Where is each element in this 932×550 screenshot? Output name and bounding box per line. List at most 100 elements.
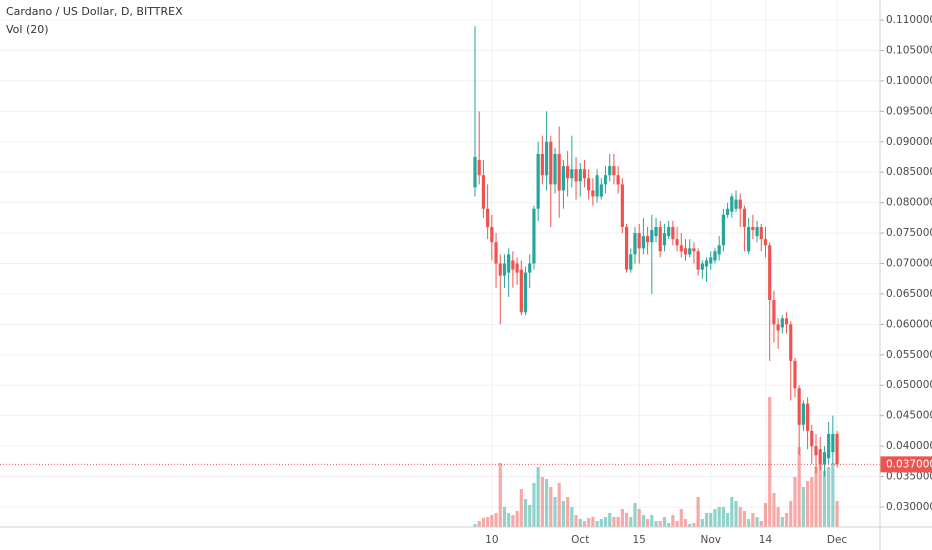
volume-bar (742, 511, 747, 527)
candle-layer (473, 26, 839, 477)
volume-bar (692, 523, 696, 527)
volume-layer (473, 397, 839, 527)
x-tick-label: 15 (633, 534, 646, 546)
candle-body (759, 226, 763, 240)
volume-bar (704, 513, 709, 527)
candle-body (519, 269, 523, 313)
volume-bar (574, 515, 578, 527)
volume-bar (696, 497, 700, 527)
volume-bar (566, 497, 570, 527)
candle-body (599, 184, 603, 197)
volume-bar (519, 489, 523, 527)
y-tick-label: 0.03500000 (886, 471, 932, 483)
y-tick-label: 0.10500000 (886, 44, 932, 56)
candle-body (671, 226, 675, 240)
volume-bar (721, 507, 725, 527)
candle-body (561, 166, 566, 191)
volume-bar (650, 515, 654, 527)
volume-bar (797, 447, 801, 527)
volume-bar (549, 487, 553, 527)
candle-body (667, 226, 671, 237)
volume-bar (805, 481, 810, 527)
candle-body (793, 360, 797, 389)
volume-bar (730, 497, 734, 527)
volume-bar (599, 519, 603, 527)
candle-body (528, 263, 532, 273)
volume-bar (633, 503, 637, 527)
volume-bar (532, 483, 536, 527)
x-tick-label: Oct (571, 534, 589, 546)
candle-body (502, 263, 507, 276)
volume-bar (595, 521, 599, 527)
candle-body (616, 175, 620, 185)
candle-body (738, 199, 742, 209)
candle-body (578, 169, 582, 182)
volume-bar (608, 513, 612, 527)
candle-body (831, 433, 835, 453)
volume-bar (528, 505, 532, 527)
candle-body (730, 196, 734, 212)
x-tick-label: Nov (701, 534, 722, 546)
candle-body (570, 169, 574, 179)
candle-body (658, 226, 662, 252)
candle-body (582, 169, 587, 179)
candle-body (827, 433, 831, 459)
volume-bar (784, 513, 789, 527)
candle-body (553, 153, 557, 185)
volume-bar (679, 509, 683, 527)
candle-body (633, 233, 637, 255)
candle-body (709, 257, 713, 264)
volume-bar (507, 513, 511, 527)
volume-bar (818, 465, 822, 527)
candle-body (624, 226, 629, 270)
candle-body (704, 260, 709, 267)
candle-body (692, 248, 696, 252)
volume-bar (540, 477, 544, 527)
candle-body (801, 403, 805, 425)
candle-body (523, 272, 528, 313)
candle-body (536, 153, 540, 209)
x-tick-label: Dec (827, 534, 848, 546)
candle-body (818, 449, 822, 465)
volume-bar (768, 397, 772, 527)
candle-body (574, 169, 578, 182)
candle-body (544, 141, 549, 176)
volume-bar (688, 524, 692, 527)
candle-body (641, 236, 645, 249)
volume-bar (667, 523, 671, 527)
volume-bar (553, 497, 557, 527)
volume-bar (536, 467, 540, 527)
volume-bar (814, 467, 818, 527)
candle-body (755, 226, 759, 237)
candle-body (566, 166, 570, 179)
candle-body (768, 245, 772, 301)
volume-bar (582, 521, 587, 527)
y-tick-label: 0.11000000 (886, 14, 932, 26)
volume-bar (726, 513, 730, 527)
candle-body (650, 230, 654, 243)
y-tick-label: 0.06500000 (886, 288, 932, 300)
candle-body (490, 226, 494, 243)
candle-body (675, 239, 679, 246)
volume-bar (738, 507, 742, 527)
candle-body (763, 239, 768, 246)
volume-bar (561, 501, 566, 527)
candle-body (721, 214, 725, 246)
volume-bar (671, 515, 675, 527)
volume-bar (523, 499, 528, 527)
x-tick-label: 14 (759, 534, 773, 546)
volume-bar (793, 477, 797, 527)
y-tick-label: 0.09500000 (886, 105, 932, 117)
y-tick-label: 0.09000000 (886, 136, 932, 148)
volume-bar (827, 467, 831, 527)
volume-bar (810, 477, 814, 527)
volume-bar (822, 471, 827, 527)
y-tick-label: 0.05000000 (886, 379, 932, 391)
volume-bar (700, 519, 704, 527)
candle-body (776, 324, 780, 331)
candle-body (822, 452, 827, 465)
last-price-label: 0.03700000 (886, 458, 932, 470)
last-price-box (880, 456, 932, 473)
candle-body (612, 166, 616, 176)
